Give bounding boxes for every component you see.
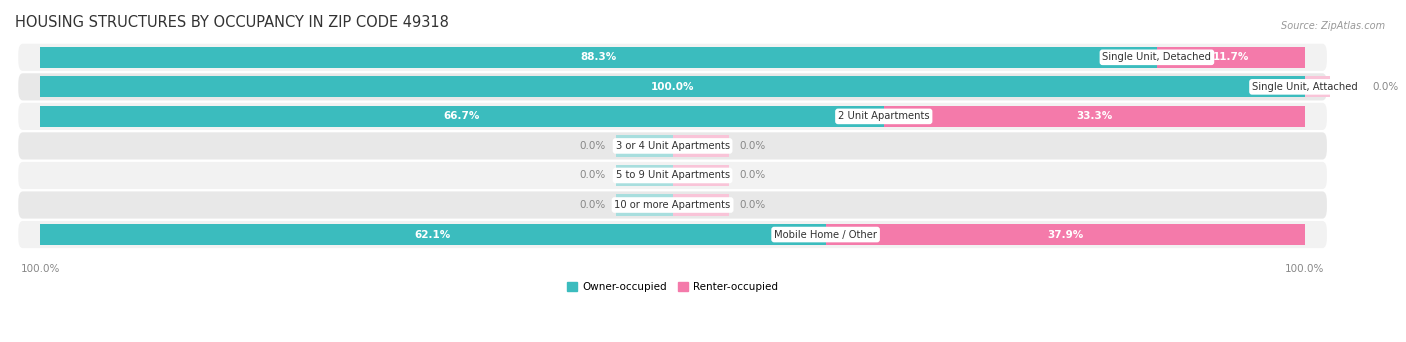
Text: 10 or more Apartments: 10 or more Apartments	[614, 200, 731, 210]
Bar	[672, 194, 730, 216]
Bar	[616, 135, 672, 157]
Bar	[41, 76, 1305, 97]
FancyBboxPatch shape	[18, 162, 1327, 189]
Text: Source: ZipAtlas.com: Source: ZipAtlas.com	[1281, 21, 1385, 30]
Bar	[41, 47, 1157, 68]
Bar	[884, 106, 1305, 127]
FancyBboxPatch shape	[18, 132, 1327, 159]
Text: Mobile Home / Other: Mobile Home / Other	[775, 229, 877, 239]
Text: 88.3%: 88.3%	[581, 52, 617, 62]
Bar	[825, 224, 1305, 245]
Bar	[1305, 76, 1362, 97]
Text: 0.0%: 0.0%	[579, 170, 606, 181]
Bar	[616, 194, 672, 216]
Text: 0.0%: 0.0%	[579, 141, 606, 151]
Legend: Owner-occupied, Renter-occupied: Owner-occupied, Renter-occupied	[562, 278, 782, 296]
Text: Single Unit, Attached: Single Unit, Attached	[1251, 82, 1358, 92]
Text: 0.0%: 0.0%	[1372, 82, 1398, 92]
Text: 62.1%: 62.1%	[415, 229, 451, 239]
Text: 0.0%: 0.0%	[740, 141, 766, 151]
FancyBboxPatch shape	[18, 103, 1327, 130]
FancyBboxPatch shape	[18, 73, 1327, 101]
Bar	[41, 224, 825, 245]
Text: 0.0%: 0.0%	[740, 170, 766, 181]
FancyBboxPatch shape	[18, 44, 1327, 71]
Text: 66.7%: 66.7%	[444, 111, 481, 121]
Text: 11.7%: 11.7%	[1213, 52, 1249, 62]
Bar	[672, 165, 730, 186]
Text: 5 to 9 Unit Apartments: 5 to 9 Unit Apartments	[616, 170, 730, 181]
Text: 2 Unit Apartments: 2 Unit Apartments	[838, 111, 929, 121]
Text: 0.0%: 0.0%	[579, 200, 606, 210]
Text: 33.3%: 33.3%	[1076, 111, 1112, 121]
Bar	[41, 106, 884, 127]
Bar	[1157, 47, 1305, 68]
Text: Single Unit, Detached: Single Unit, Detached	[1102, 52, 1212, 62]
Text: HOUSING STRUCTURES BY OCCUPANCY IN ZIP CODE 49318: HOUSING STRUCTURES BY OCCUPANCY IN ZIP C…	[15, 15, 449, 30]
FancyBboxPatch shape	[18, 192, 1327, 219]
Text: 3 or 4 Unit Apartments: 3 or 4 Unit Apartments	[616, 141, 730, 151]
Bar	[616, 165, 672, 186]
Text: 100.0%: 100.0%	[651, 82, 695, 92]
Text: 0.0%: 0.0%	[740, 200, 766, 210]
Bar	[672, 135, 730, 157]
FancyBboxPatch shape	[18, 221, 1327, 248]
Text: 37.9%: 37.9%	[1047, 229, 1084, 239]
